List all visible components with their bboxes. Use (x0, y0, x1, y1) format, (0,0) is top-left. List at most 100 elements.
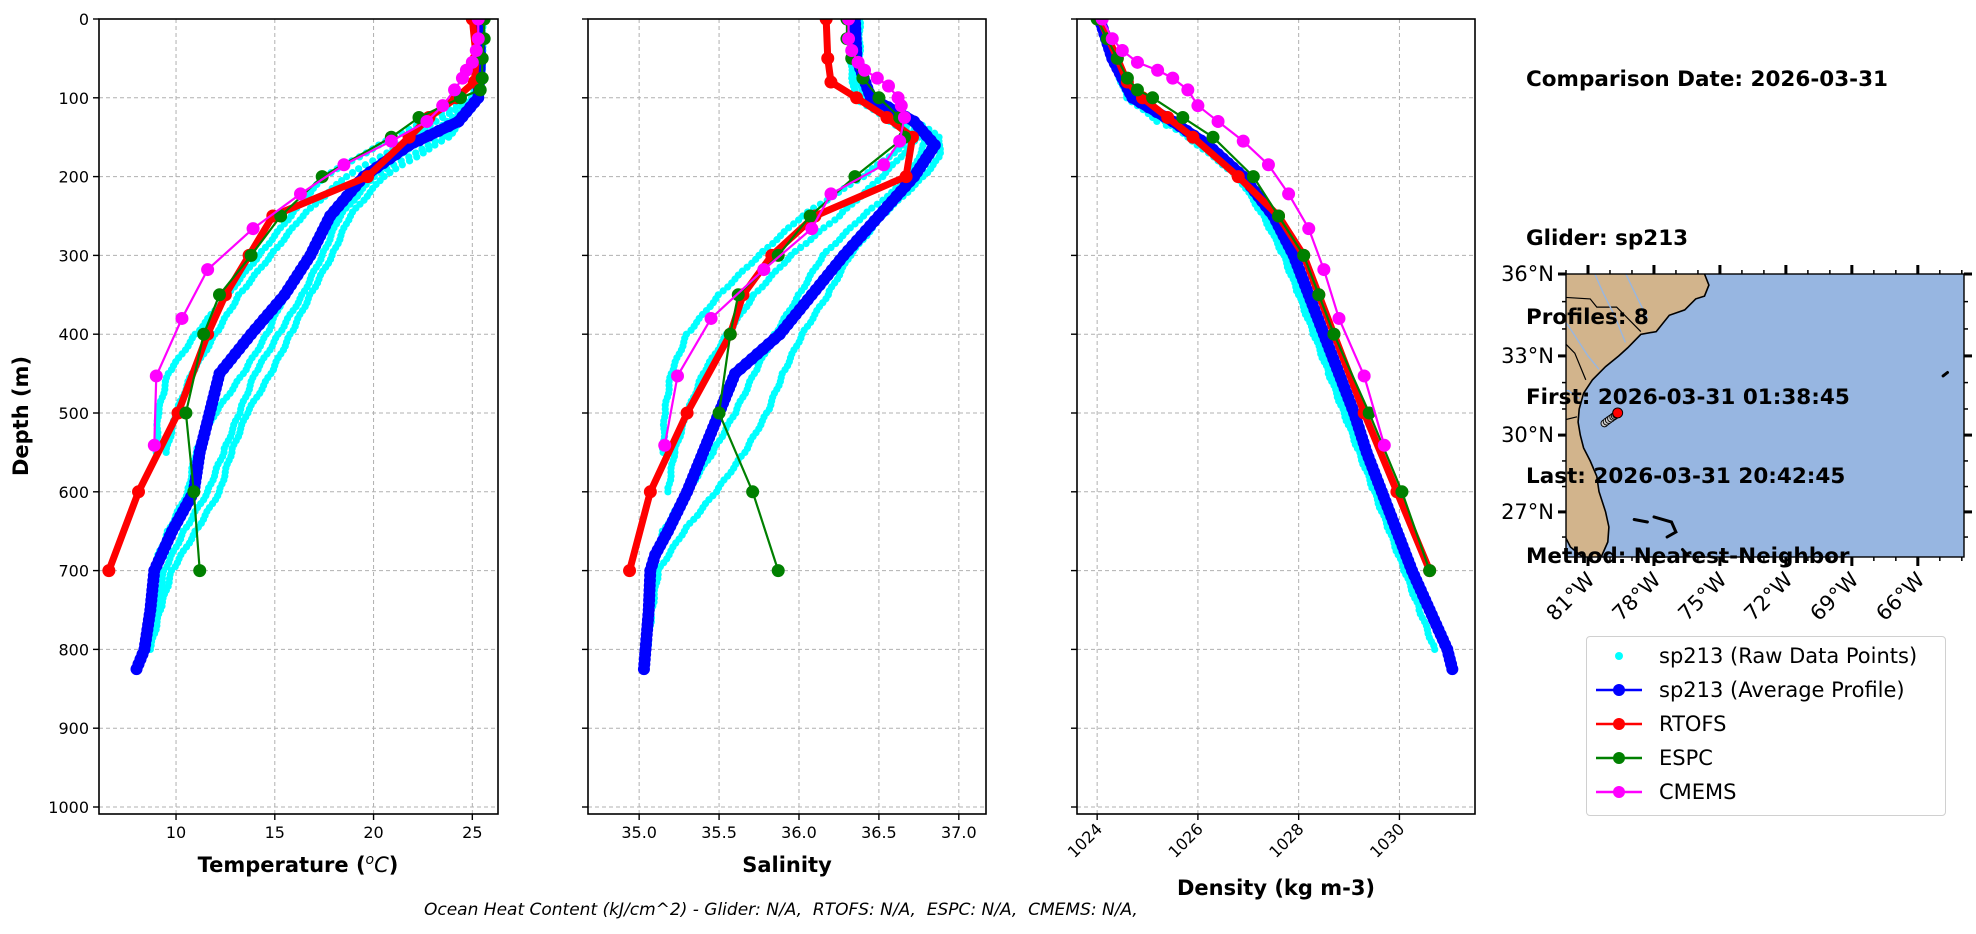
raw-data-point (437, 137, 446, 145)
cmems-marker (805, 222, 819, 236)
temperature-axis-label: Temperature (oC) (198, 852, 399, 877)
legend-item-rtofs: RTOFS (1587, 709, 1945, 739)
raw-data-point (361, 161, 369, 169)
espc-marker (212, 288, 226, 302)
raw-data-point (743, 263, 751, 271)
cmems-marker (1181, 83, 1195, 97)
raw-data-point (719, 287, 727, 295)
legend-cmems-line-icon (1596, 786, 1642, 798)
raw-data-point (827, 243, 835, 252)
cmems-marker (893, 134, 907, 148)
density-panel: 1024 1026 1028 1030 (1064, 18, 1476, 862)
espc-marker (872, 91, 886, 105)
rtofs-marker (361, 170, 375, 184)
raw-data-point (790, 220, 798, 228)
state-border (1566, 296, 1642, 333)
cmems-marker (448, 83, 462, 97)
island (1681, 548, 1692, 557)
y-tick-label: 1000 (48, 798, 89, 817)
rtofs-marker (643, 485, 657, 499)
cmems-marker (1236, 134, 1250, 148)
axes-frame (98, 18, 499, 815)
cmems-marker (1130, 55, 1144, 69)
espc-marker (1272, 209, 1286, 223)
temperature-panel: 10 15 20 25 0 100 200 300 400 500 600 700 800 900 1000 (48, 10, 499, 842)
avg-marker (432, 124, 445, 137)
y-tick-label: 700 (58, 562, 89, 581)
cmems-marker (897, 111, 911, 124)
espc-marker (1176, 111, 1190, 124)
x-tick-label: 15 (265, 823, 285, 842)
espc-marker (1395, 485, 1409, 499)
raw-data-point (425, 145, 433, 153)
avg-marker (1446, 663, 1459, 676)
comparison-info: Comparison Date: 2026-03-31 Glider: sp21… (1526, 14, 1888, 597)
raw-data-point (338, 176, 346, 185)
glider-name: Glider: sp213 (1526, 225, 1689, 251)
rtofs-marker (824, 75, 838, 89)
y-tick-label: 500 (58, 404, 89, 423)
lat-tick-label: 27°N (1501, 500, 1554, 524)
espc-marker (1423, 564, 1437, 578)
cmems-marker (1166, 71, 1180, 85)
cmems-marker (1261, 158, 1275, 172)
ocean-heat-content-note: Ocean Heat Content (kJ/cm^2) - Glider: N… (424, 900, 1138, 920)
cmems-marker (858, 63, 872, 77)
rtofs-marker (850, 91, 864, 105)
raw-data-point (355, 165, 363, 173)
first-time: First: 2026-03-31 01:38:45 (1526, 384, 1850, 410)
espc-line (184, 19, 486, 572)
raw-data-point (1431, 645, 1439, 654)
espc-marker (193, 564, 207, 578)
cmems-marker (471, 32, 485, 46)
espc-marker (803, 209, 817, 223)
axes-frame (587, 18, 987, 815)
glider-last-position (1612, 407, 1624, 419)
espc-marker (1362, 406, 1376, 420)
cmems-marker (658, 438, 672, 452)
espc-marker (771, 564, 785, 578)
island (1632, 518, 1649, 524)
axes-frame (1076, 18, 1476, 815)
land-us (1566, 274, 1710, 557)
cmems-marker (1282, 187, 1296, 201)
cmems-marker (845, 44, 859, 58)
legend-label: sp213 (Raw Data Points) (1659, 644, 1918, 668)
cmems-marker (1377, 438, 1391, 452)
espc-marker (746, 485, 760, 499)
legend-item-espc: ESPC (1587, 743, 1945, 773)
x-tick-label: 36.0 (781, 823, 817, 842)
cmems-marker (471, 19, 485, 26)
rtofs-series (102, 19, 483, 578)
legend-average-line-icon (1596, 684, 1642, 696)
cmems-marker (246, 222, 260, 236)
gridlines (99, 18, 498, 814)
cmems-marker (201, 263, 215, 277)
x-tick-label: 10 (166, 823, 186, 842)
x-tick-label: 36.5 (861, 823, 897, 842)
raw-data-point (431, 141, 439, 149)
raw-data-point (879, 173, 887, 181)
cmems-marker (704, 311, 718, 325)
legend: sp213 (Raw Data Points) sp213 (Average P… (1586, 636, 1946, 816)
cmems-series (147, 19, 485, 452)
x-tick-label: 1026 (1165, 819, 1207, 861)
bermuda (1941, 371, 1949, 378)
cmems-marker (671, 369, 685, 383)
cmems-marker (149, 369, 163, 383)
rtofs-marker (1231, 170, 1245, 184)
y-tick-label: 300 (58, 246, 89, 265)
cmems-marker (420, 114, 434, 128)
state-border (1566, 343, 1587, 381)
espc-marker (1246, 170, 1260, 184)
raw-data-point (835, 212, 844, 220)
cmems-series (1095, 19, 1391, 452)
avg-marker (452, 115, 465, 128)
cmems-marker (1191, 99, 1205, 113)
legend-label: CMEMS (1659, 780, 1737, 804)
raw-data-point (794, 216, 803, 224)
x-tick-label: 1028 (1265, 819, 1307, 861)
raw-data-point (398, 161, 406, 169)
legend-label: ESPC (1659, 746, 1713, 770)
